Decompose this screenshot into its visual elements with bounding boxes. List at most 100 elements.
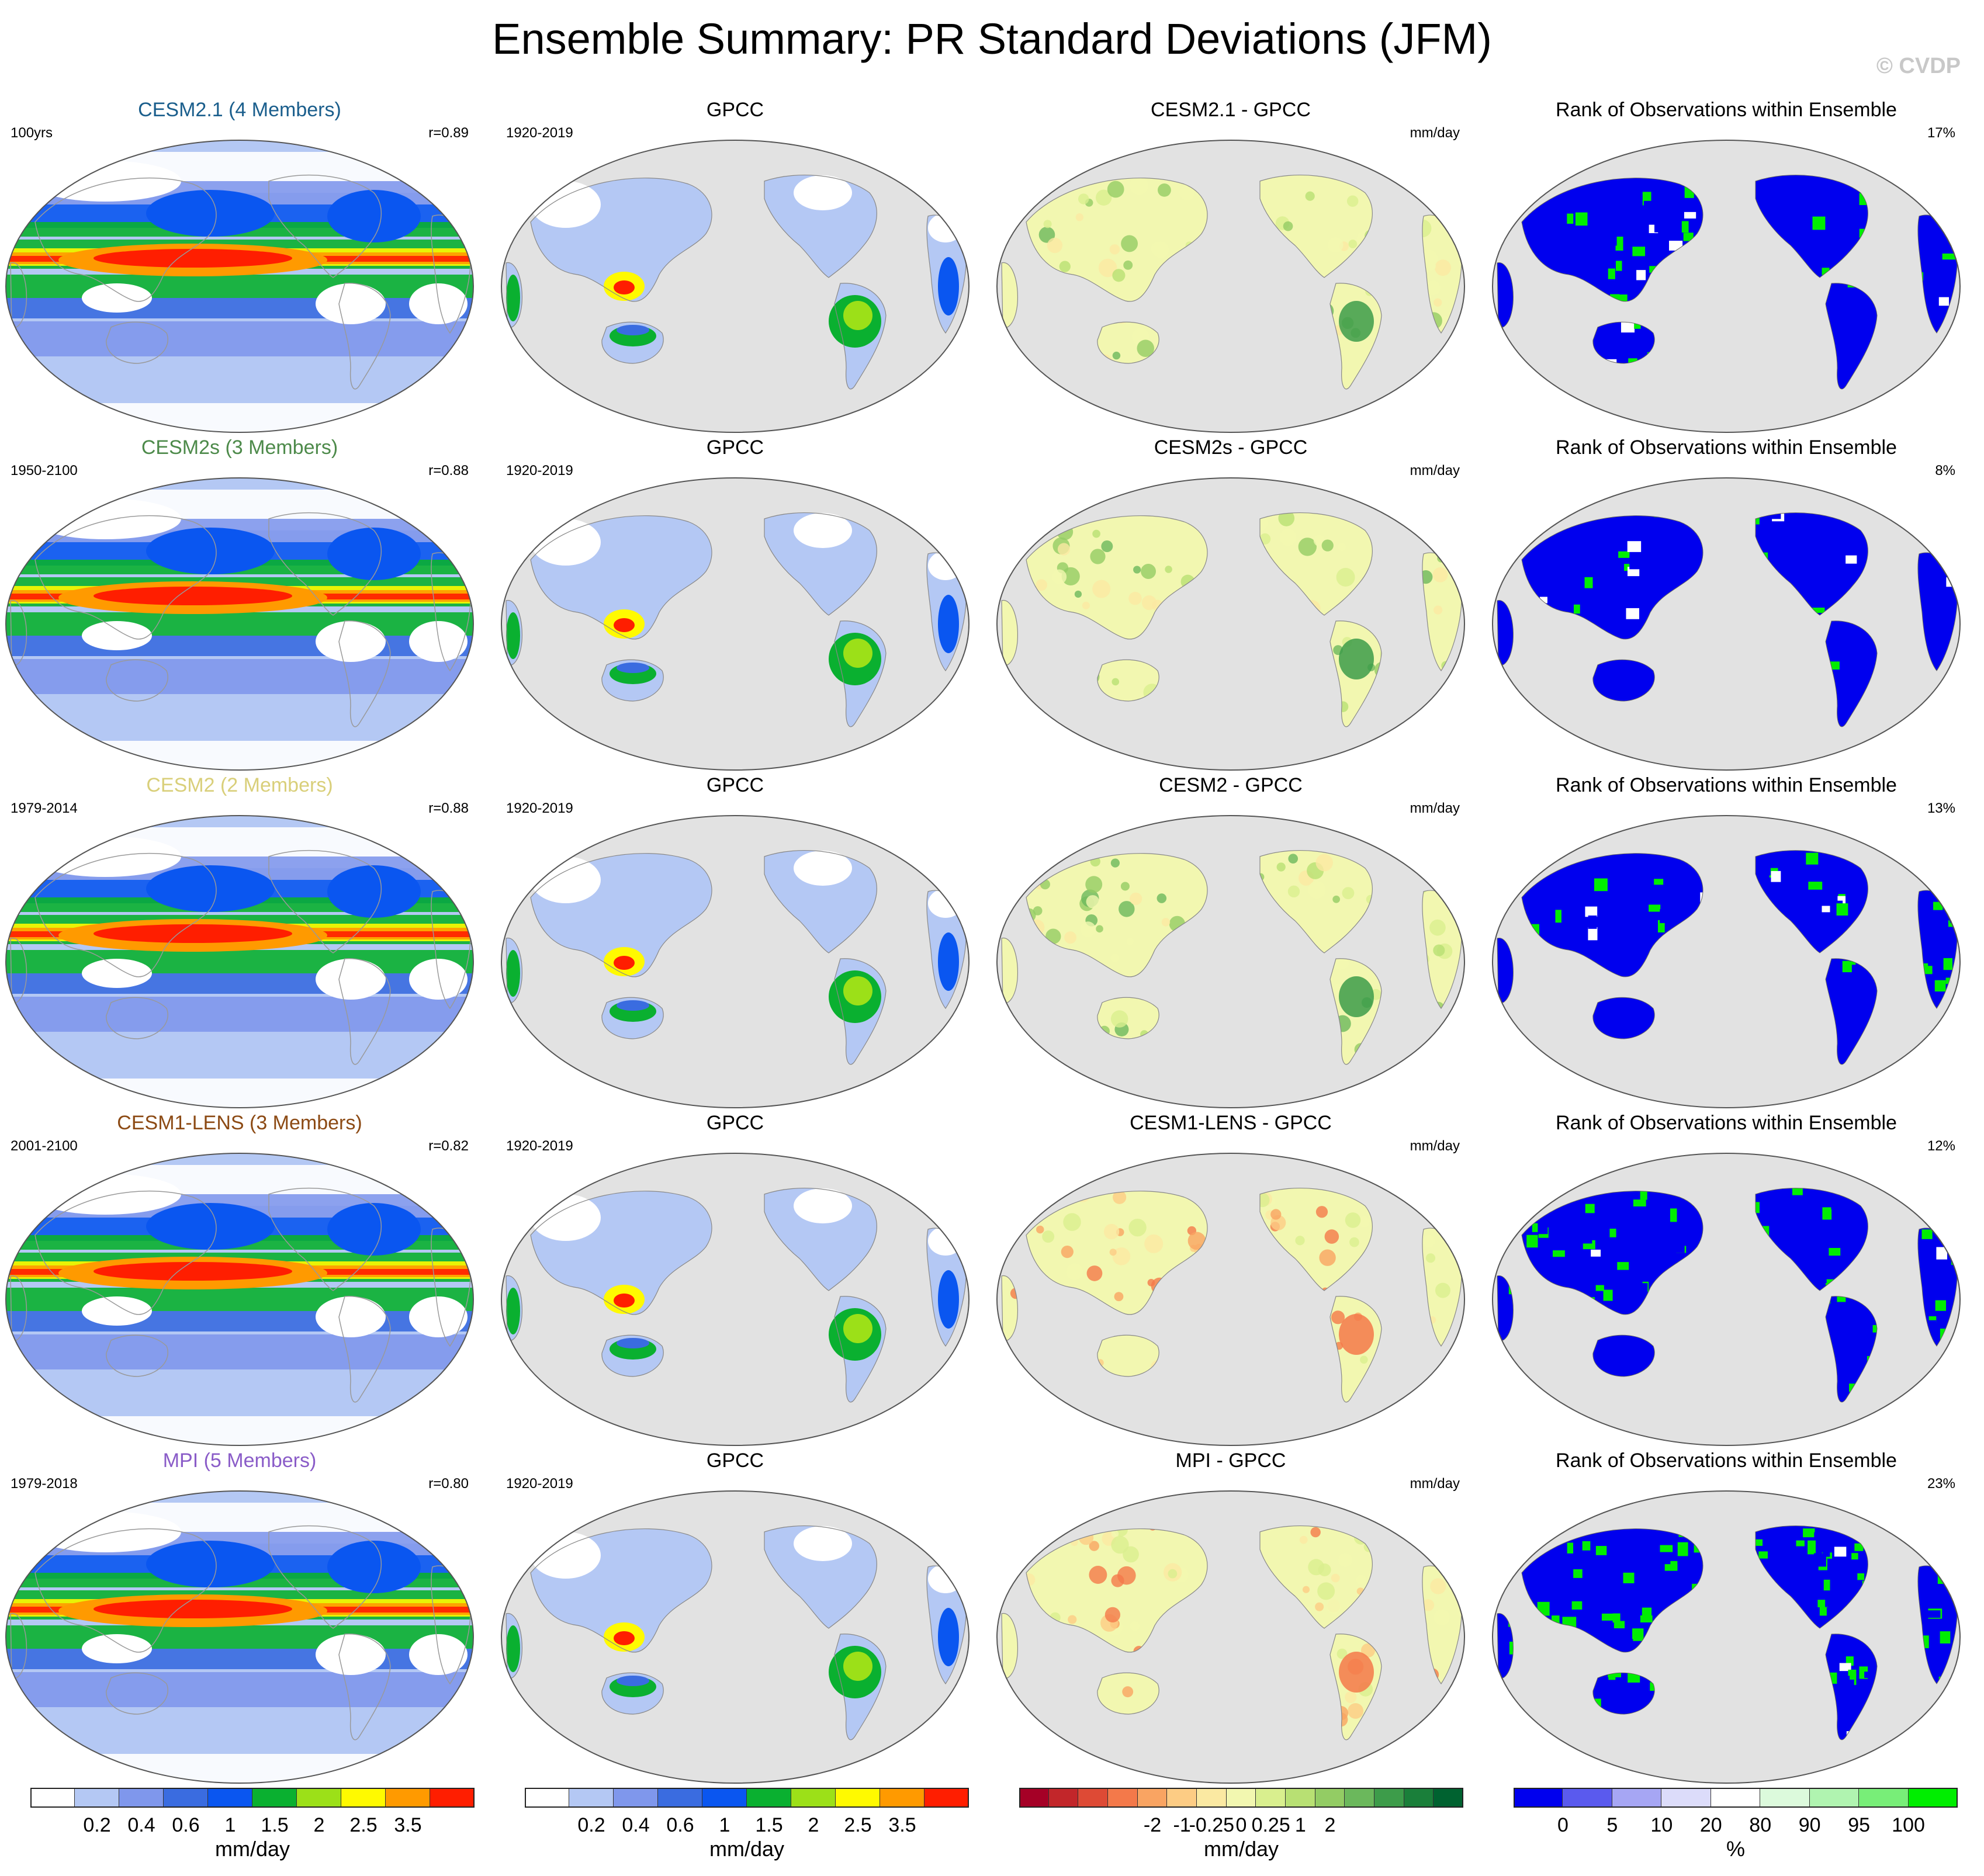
legend-tick-label: 1.5 [755, 1814, 783, 1836]
panel-title: GPCC [706, 436, 764, 459]
legend-frame [1514, 1788, 1958, 1808]
legend-swatch [1711, 1788, 1761, 1808]
legend-unit-label: mm/day [709, 1837, 785, 1861]
panel-right-label: 17% [1927, 125, 1955, 141]
globe-map [1492, 477, 1961, 771]
legend-swatch [297, 1788, 341, 1808]
globe-map [501, 1490, 970, 1784]
legend-swatch [702, 1788, 747, 1808]
panel-title: Rank of Observations within Ensemble [1556, 436, 1897, 459]
legend-tick-label: 2 [808, 1814, 819, 1836]
legend-tick-label: 20 [1699, 1814, 1722, 1836]
panel-left-label: 1920-2019 [506, 1476, 573, 1492]
legend-tick-label: 2 [1324, 1814, 1336, 1836]
panel-right-label: mm/day [1410, 1138, 1460, 1154]
legend-swatch [1809, 1788, 1860, 1808]
legend-swatch [747, 1788, 791, 1808]
legend-swatch [1315, 1788, 1345, 1808]
legend-swatch [341, 1788, 386, 1808]
legend-swatch [1760, 1788, 1810, 1808]
panel-title: CESM2 - GPCC [1159, 774, 1303, 796]
panel-left-label: 100yrs [11, 125, 53, 141]
legend-tick-label: 2.5 [349, 1814, 378, 1836]
panel-title: CESM2 (2 Members) [146, 774, 333, 796]
panel-title: CESM1-LENS - GPCC [1130, 1112, 1332, 1134]
legend-unit-label: mm/day [1203, 1837, 1279, 1861]
legend-colorbar-1: 0.2 0.4 0.6 1 1.5 2 2.5 3.5 mm/day [30, 1788, 475, 1861]
panel-left-label: 1920-2019 [506, 463, 573, 478]
panel-right-label: r=0.89 [428, 125, 469, 141]
panel-right-label: mm/day [1410, 463, 1460, 478]
legend-swatch [75, 1788, 119, 1808]
legend-tick-label: 100 [1892, 1814, 1925, 1836]
panel-model-row-4: CESM1-LENS (3 Members) 2001-2100 r=0.82 [0, 1111, 479, 1446]
panel-left-label: 1920-2019 [506, 1138, 573, 1154]
panel-diff-row-3: CESM2 - GPCC mm/day [991, 774, 1470, 1108]
globe-map [996, 1490, 1465, 1784]
panel-obs-row-5: GPCC 1920-2019 [496, 1449, 975, 1784]
globe-map [501, 140, 970, 433]
legend-tick-label: 2 [313, 1814, 325, 1836]
panel-left-label: 1979-2014 [11, 800, 78, 816]
legend-tick-label: -2 [1143, 1814, 1162, 1836]
globe-map [5, 815, 474, 1108]
panel-right-label: mm/day [1410, 125, 1460, 141]
legend-swatch [1019, 1788, 1049, 1808]
legend-swatch [386, 1788, 430, 1808]
legend-tick-label: 3.5 [888, 1814, 916, 1836]
globe-map [501, 1153, 970, 1446]
panel-title: Rank of Observations within Ensemble [1556, 99, 1897, 121]
panel-title: Rank of Observations within Ensemble [1556, 774, 1897, 796]
panel-right-label: 8% [1935, 463, 1955, 478]
panel-right-label: r=0.88 [428, 800, 469, 816]
panel-obs-row-4: GPCC 1920-2019 [496, 1111, 975, 1446]
legend-swatch [1859, 1788, 1909, 1808]
legend-tick-label: 0.2 [83, 1814, 111, 1836]
panel-right-label: 23% [1927, 1476, 1955, 1492]
panel-model-row-2: CESM2s (3 Members) 1950-2100 r=0.88 [0, 436, 479, 771]
legend-swatch [614, 1788, 658, 1808]
panel-model-row-3: CESM2 (2 Members) 1979-2014 r=0.88 [0, 774, 479, 1108]
legend-swatch [880, 1788, 925, 1808]
panel-title: GPCC [706, 1450, 764, 1472]
legend-tick-label: 0.4 [127, 1814, 155, 1836]
legend-swatch [1108, 1788, 1138, 1808]
panel-left-label: 2001-2100 [11, 1138, 78, 1154]
legend-tick-label: 1 [719, 1814, 730, 1836]
legend-swatch [1048, 1788, 1079, 1808]
globe-map [1492, 140, 1961, 433]
globe-map [501, 477, 970, 771]
globe-map [1492, 815, 1961, 1108]
legend-swatch [30, 1788, 75, 1808]
legend-tick-label: 5 [1606, 1814, 1618, 1836]
legend-frame [1019, 1788, 1463, 1808]
globe-map [5, 1153, 474, 1446]
panel-diff-row-1: CESM2.1 - GPCC mm/day [991, 98, 1470, 433]
legend-swatch [1078, 1788, 1108, 1808]
legend-tick-label: 1.5 [261, 1814, 289, 1836]
panel-title: CESM2.1 (4 Members) [138, 99, 341, 121]
panel-title: MPI - GPCC [1175, 1450, 1286, 1472]
panel-model-row-1: CESM2.1 (4 Members) 100yrs r=0.89 [0, 98, 479, 433]
panel-model-row-5: MPI (5 Members) 1979-2018 r=0.80 [0, 1449, 479, 1784]
legend-swatch [1514, 1788, 1563, 1808]
panel-title: Rank of Observations within Ensemble [1556, 1450, 1897, 1472]
legend-tick-label: 0 [1557, 1814, 1568, 1836]
figure-title: Ensemble Summary: PR Standard Deviations… [492, 15, 1492, 63]
globe-map [996, 477, 1465, 771]
panel-obs-row-3: GPCC 1920-2019 [496, 774, 975, 1108]
legend-swatch [1286, 1788, 1315, 1808]
legend-swatch [1167, 1788, 1197, 1808]
panel-rank-row-1: Rank of Observations within Ensemble 17% [1487, 98, 1966, 433]
panel-title: GPCC [706, 1112, 764, 1134]
legend-swatch [1563, 1788, 1612, 1808]
legend-colorbar-4: 0 5 10 20 80 90 95 100% [1514, 1788, 1958, 1861]
legend-unit-label: mm/day [214, 1837, 290, 1861]
legend-tick-label: 0.6 [172, 1814, 200, 1836]
globe-map [5, 140, 474, 433]
panel-right-label: r=0.82 [428, 1138, 469, 1154]
legend-tick-label: 0.6 [666, 1814, 694, 1836]
globe-map [996, 140, 1465, 433]
legend-swatch [1404, 1788, 1434, 1808]
panel-title: GPCC [706, 99, 764, 121]
